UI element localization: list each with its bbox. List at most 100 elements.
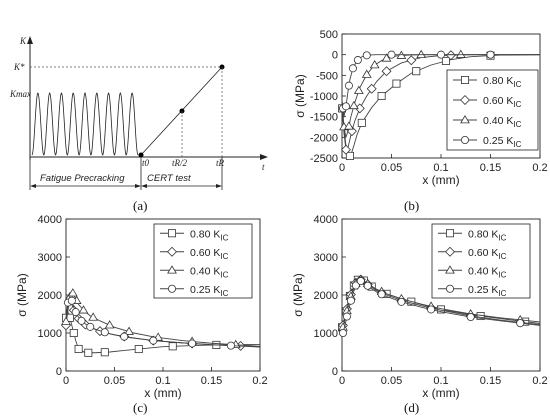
y-tick-label: 1000 [314, 328, 338, 340]
chart-panel-d: 0 0.05 0.1 0.15 0.2 0 1000 2000 3000 4000 x (mm) σ … [291, 214, 548, 400]
y-axis-label: σ (MPa) [15, 273, 29, 316]
legend-entry-label: 0.60 KIC [190, 247, 229, 261]
y-axis-label: σ (MPa) [291, 273, 305, 316]
legend-marker-circle [445, 284, 454, 293]
data-point-circle [436, 50, 445, 59]
x-tick-label: 0.05 [381, 375, 402, 387]
y-tick-label: 2000 [38, 290, 62, 302]
data-point-circle [348, 64, 357, 73]
x-tick-label: 0.2 [532, 375, 547, 387]
x-axis-label: x (mm) [422, 173, 459, 187]
data-point-circle [353, 56, 362, 65]
x-axis-label: x (mm) [144, 386, 181, 400]
data-point-triangle [348, 100, 359, 110]
y-tick-label: 2000 [314, 290, 338, 302]
data-point-circle [341, 102, 350, 111]
data-point-circle [377, 290, 386, 299]
legend: 0.80 KIC 0.60 KIC 0.40 KIC 0.25 KIC [446, 69, 539, 151]
fatigue-cycles [31, 92, 139, 156]
data-point-triangle [344, 121, 354, 130]
legend: 0.80 KIC 0.60 KIC 0.40 KIC 0.25 KIC [153, 223, 253, 299]
data-point-square [74, 344, 83, 353]
legend-marker-diamond [460, 95, 470, 105]
x-tick-label: 0.1 [155, 375, 170, 387]
legend-entry-subscript: IC [513, 100, 521, 109]
data-point-circle [67, 296, 76, 305]
tr-half-label: tR/2 [172, 158, 187, 168]
data-point-diamond [381, 66, 392, 77]
data-point-triangle [67, 288, 78, 297]
series-line [65, 299, 261, 348]
legend-marker-circle [167, 284, 176, 293]
data-point-square [441, 56, 450, 65]
data-point-square [377, 92, 386, 101]
x-tick-label: 0.15 [201, 375, 222, 387]
data-point-triangle [78, 305, 89, 314]
data-point-square [357, 118, 366, 127]
x-tick-label: 0.15 [480, 162, 501, 174]
data-point-diamond [340, 144, 351, 155]
legend-entry-label: 0.80 KIC [190, 228, 229, 242]
data-point-circle [486, 50, 495, 59]
legend-marker-square [167, 229, 176, 238]
legend-entry-subscript: IC [220, 233, 228, 242]
data-point-circle [86, 322, 95, 331]
legend-entry-label: 0.80 KIC [483, 75, 522, 89]
data-point-circle [516, 319, 525, 328]
data-point-square [345, 151, 354, 160]
x-axis-label: x (mm) [422, 386, 459, 400]
y-tick-label: 0 [332, 366, 338, 378]
data-point-square [69, 328, 78, 337]
data-point-triangle [381, 53, 392, 62]
y-tick-label: 1000 [38, 328, 62, 340]
x-tick-label: 0.15 [480, 375, 501, 387]
series-line [341, 54, 540, 117]
panel-label-b: (b) [404, 198, 419, 213]
data-point-diamond [406, 55, 417, 66]
y-tick-label: 0 [56, 366, 62, 378]
legend-entry-subscript: IC [220, 270, 228, 279]
x-tick-label: 0.1 [433, 162, 448, 174]
legend-entry-label: 0.40 KIC [483, 115, 522, 129]
data-point-circle [387, 50, 396, 59]
legend-entry-subscript: IC [513, 80, 521, 89]
k-star-label: K* [13, 62, 25, 72]
data-point-triangle [361, 69, 372, 78]
data-point-circle [356, 277, 365, 286]
legend-entry-subscript: IC [498, 252, 506, 261]
data-point-circle [149, 336, 158, 345]
t0-label: t0 [142, 158, 150, 168]
data-point-circle [338, 328, 347, 337]
panel-label-d: (d) [404, 400, 419, 415]
schematic-x-arrow [260, 154, 268, 160]
data-point-square [168, 342, 177, 351]
x-tick-label: 0.2 [532, 162, 547, 174]
data-point-square [84, 348, 93, 357]
t0-point [138, 152, 144, 158]
x-tick-label: 0.2 [252, 375, 267, 387]
data-point-square [412, 67, 421, 76]
legend-entry-subscript: IC [498, 289, 506, 298]
data-point-circle [466, 313, 475, 322]
data-point-triangle [353, 85, 364, 94]
x-tick-label: 0 [339, 375, 345, 387]
cert-arrow-right [216, 184, 222, 188]
legend-marker-square [460, 76, 469, 85]
y-tick-label: -500 [316, 70, 338, 82]
data-point-circle [427, 305, 436, 314]
data-point-circle [188, 339, 197, 348]
legend-entry-subscript: IC [513, 140, 521, 149]
legend-entry-label: 0.60 KIC [483, 95, 522, 109]
data-point-square [134, 345, 143, 354]
y-tick-label: -2500 [310, 153, 338, 165]
cert-arrow-left [141, 184, 147, 188]
y-tick-label: 3000 [38, 252, 62, 264]
y-tick-label: -2000 [310, 132, 338, 144]
data-point-triangle [104, 320, 115, 329]
legend-entry-subscript: IC [498, 233, 506, 242]
data-point-circle [77, 316, 86, 325]
x-tick-label: 0.05 [381, 162, 402, 174]
data-point-circle [71, 308, 80, 317]
fatigue-label: Fatigue Precracking [40, 173, 125, 184]
